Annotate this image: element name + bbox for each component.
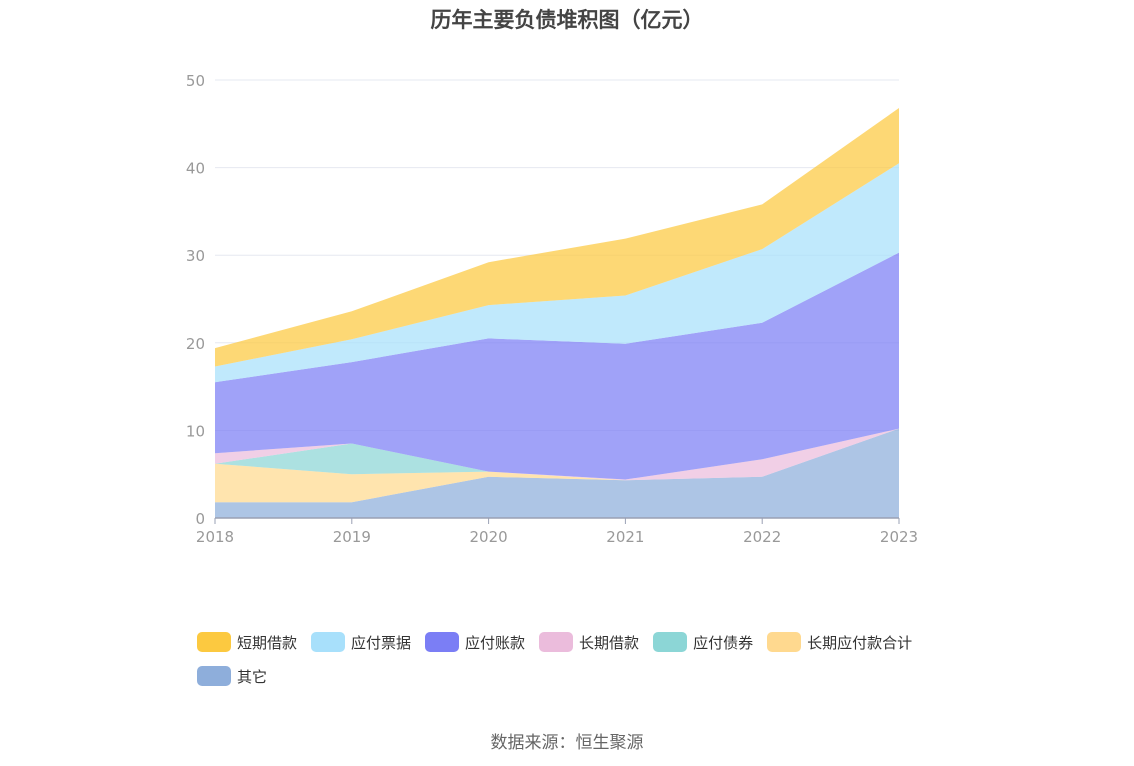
stacked-area-chart: 0 10 20 30 40 50 2018 2019 2020 2021 2022 2023: [186, 72, 918, 546]
legend-label: 长期借款: [579, 633, 640, 652]
legend-item-short-term-loans[interactable]: 短期借款: [197, 630, 297, 654]
area-series: [215, 252, 899, 480]
legend-item-long-term-loans[interactable]: 长期借款: [539, 630, 639, 654]
legend-label: 应付票据: [351, 633, 412, 652]
x-tick-label: 2018: [196, 528, 234, 546]
y-tick-label: 0: [195, 510, 205, 528]
data-source: 数据来源：恒生聚源: [490, 733, 644, 753]
legend-swatch: [653, 632, 688, 652]
area-series: [215, 428, 899, 481]
chart-title: 历年主要负债堆积图（亿元）: [430, 8, 704, 32]
legend-label: 短期借款: [237, 633, 298, 652]
legend-swatch: [311, 632, 346, 652]
legend-swatch: [197, 666, 231, 686]
legend-item-bonds-payable[interactable]: 应付债券: [653, 630, 753, 654]
axes: 0 10 20 30 40 50 2018 2019 2020 2021 2022 2023: [186, 72, 918, 546]
legend-swatch: [425, 632, 460, 652]
legend-item-notes-payable[interactable]: 应付票据: [311, 630, 411, 654]
area-series: [215, 163, 899, 383]
legend-item-other[interactable]: 其它: [197, 664, 267, 688]
legend-item-accounts-payable[interactable]: 应付账款: [425, 630, 525, 654]
x-tick-label: 2019: [333, 528, 371, 546]
legend-label: 其它: [237, 667, 268, 686]
x-tick-label: 2023: [880, 528, 918, 546]
area-series: [215, 428, 899, 503]
legend-item-long-term-payables[interactable]: 长期应付款合计: [767, 630, 912, 654]
y-tick-label: 10: [186, 422, 205, 440]
area-series: [215, 108, 899, 367]
legend-swatch: [539, 632, 574, 652]
legend-swatch: [767, 632, 802, 652]
legend-swatch: [197, 632, 231, 652]
area-series: [215, 428, 899, 481]
y-tick-label: 40: [186, 160, 205, 178]
x-tick-label: 2022: [743, 528, 781, 546]
x-tick-label: 2021: [606, 528, 644, 546]
legend: 短期借款 应付票据 应付账款 长期借款 应付债券 长期应付款合计 其它: [197, 630, 957, 688]
area-series: [215, 428, 899, 518]
legend-label: 应付债券: [693, 633, 754, 652]
series-areas: [215, 108, 899, 518]
x-tick-label: 2020: [470, 528, 508, 546]
legend-label: 应付账款: [465, 633, 526, 652]
y-tick-label: 20: [186, 335, 205, 353]
legend-label: 长期应付款合计: [807, 633, 913, 652]
y-tick-label: 30: [186, 247, 205, 265]
y-tick-label: 50: [186, 72, 205, 90]
